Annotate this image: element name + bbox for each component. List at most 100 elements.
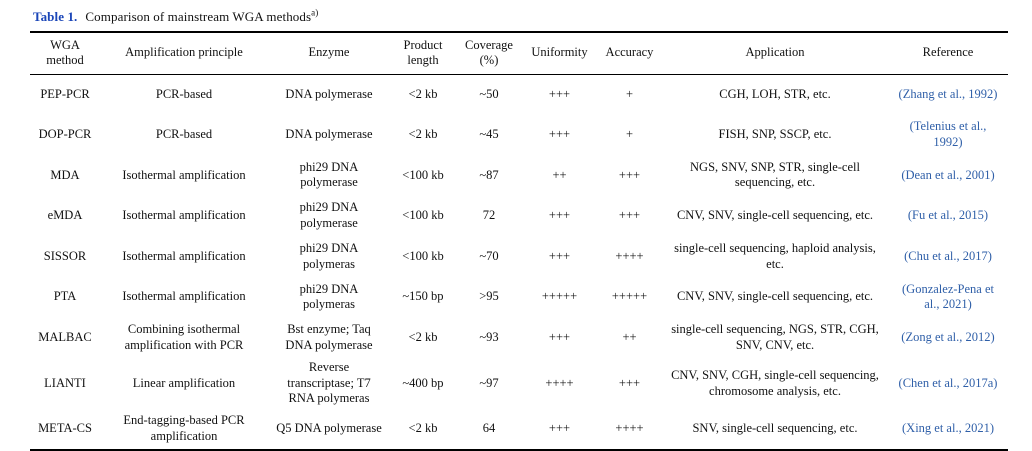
table-row: DOP-PCR PCR-based DNA polymerase <2 kb ~45 ++… <box>30 115 1008 156</box>
column-header-reference: Reference <box>888 32 1008 75</box>
cell-method: PTA <box>53 289 77 304</box>
cell-coverage: 64 <box>482 421 496 436</box>
cell-principle: PCR-based <box>155 127 213 142</box>
cell-method: LIANTI <box>44 375 86 390</box>
cell-principle: Isothermal amplification <box>122 208 246 223</box>
cell-accuracy: + <box>625 86 634 101</box>
table-row: MDA Isothermal amplification phi29 DNA pol… <box>30 155 1008 196</box>
cell-coverage: ~97 <box>479 375 499 390</box>
cell-method: eMDA <box>47 208 83 223</box>
table-caption: Table 1. Comparison of mainstream WGA met… <box>33 7 1032 25</box>
column-header-principle: Amplification principle <box>100 32 268 75</box>
cell-accuracy: + <box>625 127 634 142</box>
cell-principle: Isothermal amplification <box>122 289 246 304</box>
cell-reference: (Zhang et al., 1992) <box>888 74 1008 115</box>
cell-coverage: ~87 <box>479 167 499 182</box>
cell-enzyme: DNA polymerase <box>285 127 373 142</box>
caption-label: Table 1. <box>33 9 78 24</box>
cell-uniformity: +++ <box>548 127 571 142</box>
reference-link[interactable]: (Zong et al., 2012) <box>901 330 995 345</box>
header-row: WGA method Amplification principle Enzyme P… <box>30 32 1008 75</box>
cell-coverage: 72 <box>482 208 496 223</box>
cell-application: single-cell sequencing, NGS, STR, CGH, S… <box>671 322 879 352</box>
cell-coverage: ~50 <box>479 86 499 101</box>
cell-reference: (Chu et al., 2017) <box>888 236 1008 277</box>
cell-product_length: ~150 bp <box>402 289 444 304</box>
caption-footnote-marker: a) <box>311 7 319 18</box>
cell-principle: Combining isothermal amplification with … <box>124 322 244 352</box>
cell-enzyme: DNA polymerase <box>285 86 373 101</box>
reference-link[interactable]: (Telenius et al., 1992) <box>909 119 987 149</box>
cell-coverage: >95 <box>479 289 499 304</box>
cell-application: SNV, single-cell sequencing, etc. <box>692 421 858 436</box>
cell-uniformity: ++++ <box>545 375 574 390</box>
table-row: MALBAC Combining isothermal amplification… <box>30 318 1008 359</box>
cell-product_length: <2 kb <box>408 330 438 345</box>
cell-uniformity: +++ <box>548 208 571 223</box>
reference-link[interactable]: (Xing et al., 2021) <box>902 421 994 436</box>
cell-application: CNV, SNV, single-cell sequencing, etc. <box>676 289 874 304</box>
cell-accuracy: +++ <box>618 208 641 223</box>
cell-product_length: <100 kb <box>402 167 444 182</box>
column-header-product_length: Product length <box>390 32 456 75</box>
cell-enzyme: Bst enzyme; Taq DNA polymerase <box>285 322 373 352</box>
cell-accuracy: +++ <box>618 167 641 182</box>
reference-link[interactable]: (Zhang et al., 1992) <box>898 86 998 101</box>
cell-method: SISSOR <box>43 248 87 263</box>
cell-product_length: <2 kb <box>408 86 438 101</box>
column-header-accuracy: Accuracy <box>597 32 662 75</box>
cell-reference: (Zong et al., 2012) <box>888 318 1008 359</box>
reference-link[interactable]: (Chen et al., 2017a) <box>898 375 998 390</box>
cell-method: MDA <box>50 167 80 182</box>
table-body: PEP-PCR PCR-based DNA polymerase <2 kb ~50 ++… <box>30 74 1008 450</box>
caption-text: Comparison of mainstream WGA methods <box>85 9 312 24</box>
cell-uniformity: +++++ <box>541 289 578 304</box>
cell-accuracy: +++++ <box>611 289 648 304</box>
reference-link[interactable]: (Gonzalez-Pena et al., 2021) <box>902 281 994 312</box>
cell-accuracy: +++ <box>618 375 641 390</box>
column-header-uniformity: Uniformity <box>522 32 597 75</box>
cell-enzyme: phi29 DNA polymeras <box>299 281 359 312</box>
cell-enzyme: Q5 DNA polymerase <box>276 421 382 436</box>
cell-principle: End-tagging-based PCR amplification <box>123 413 245 443</box>
column-header-enzyme: Enzyme <box>268 32 390 75</box>
cell-coverage: ~45 <box>479 127 499 142</box>
cell-method: PEP-PCR <box>40 86 90 101</box>
cell-principle: Isothermal amplification <box>122 167 246 182</box>
cell-product_length: <100 kb <box>402 248 444 263</box>
cell-product_length: <2 kb <box>408 421 438 436</box>
column-header-method: WGA method <box>30 32 100 75</box>
reference-link[interactable]: (Dean et al., 2001) <box>901 167 995 182</box>
table-row: META-CS End-tagging-based PCR amplificati… <box>30 409 1008 450</box>
cell-product_length: <2 kb <box>408 127 438 142</box>
cell-uniformity: +++ <box>548 86 571 101</box>
cell-method: META-CS <box>38 421 92 436</box>
cell-enzyme: Reverse transcriptase; T7 RNA polymeras <box>287 360 371 406</box>
cell-reference: (Chen et al., 2017a) <box>888 358 1008 409</box>
column-header-coverage: Coverage (%) <box>456 32 522 75</box>
cell-application: NGS, SNV, SNP, STR, single-cell sequenci… <box>690 159 860 190</box>
cell-enzyme: phi29 DNA polymerase <box>299 159 359 190</box>
cell-coverage: ~93 <box>479 330 499 345</box>
cell-application: single-cell sequencing, haploid analysis… <box>674 241 876 271</box>
wga-comparison-table: WGA method Amplification principle Enzyme P… <box>30 31 1008 451</box>
cell-uniformity: +++ <box>548 248 571 263</box>
cell-product_length: ~400 bp <box>402 375 444 390</box>
cell-uniformity: +++ <box>548 421 571 436</box>
cell-product_length: <100 kb <box>402 208 444 223</box>
reference-link[interactable]: (Fu et al., 2015) <box>907 208 989 223</box>
cell-enzyme: phi29 DNA polymeras <box>299 241 359 271</box>
table-row: eMDA Isothermal amplification phi29 DNA po… <box>30 196 1008 237</box>
cell-enzyme: phi29 DNA polymerase <box>299 200 359 231</box>
table-row: LIANTI Linear amplification Reverse transc… <box>30 358 1008 409</box>
cell-coverage: ~70 <box>479 248 499 263</box>
reference-link[interactable]: (Chu et al., 2017) <box>904 248 992 263</box>
table-row: PEP-PCR PCR-based DNA polymerase <2 kb ~50 ++… <box>30 74 1008 115</box>
cell-reference: (Dean et al., 2001) <box>888 155 1008 196</box>
cell-uniformity: +++ <box>548 330 571 345</box>
cell-reference: (Xing et al., 2021) <box>888 409 1008 450</box>
table-row: SISSOR Isothermal amplification phi29 DNA … <box>30 236 1008 277</box>
cell-application: FISH, SNP, SSCP, etc. <box>718 127 832 142</box>
cell-method: MALBAC <box>38 330 92 345</box>
